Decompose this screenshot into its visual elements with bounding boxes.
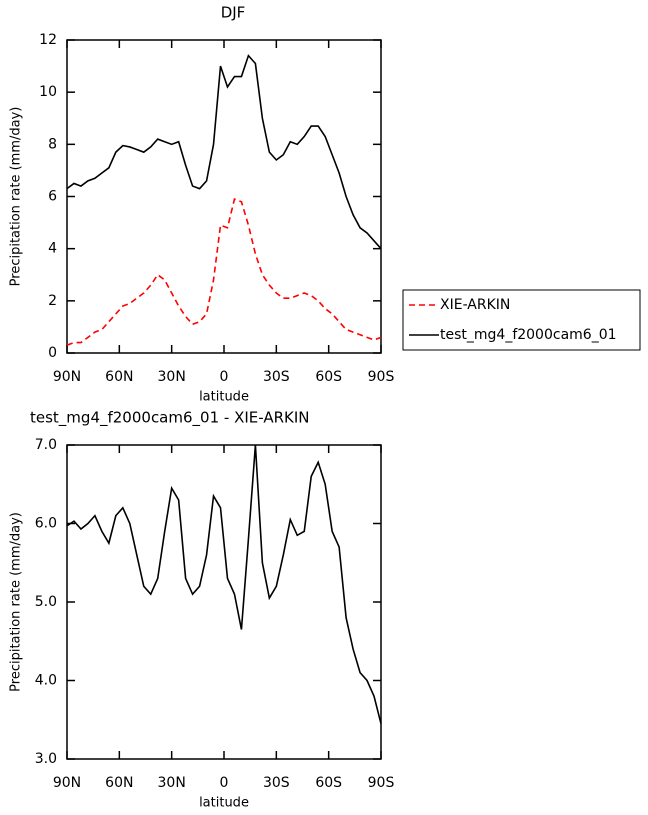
x-tick-label: 60N <box>105 369 133 385</box>
x-tick-label: 30N <box>158 369 186 385</box>
x-tick-label: 60S <box>315 775 342 791</box>
x-tick-label: 0 <box>220 775 229 791</box>
x-tick-label: 60S <box>315 369 342 385</box>
x-tick-label: 90N <box>53 775 81 791</box>
legend-box <box>402 289 641 351</box>
plot-frame <box>66 39 382 354</box>
x-axis-label: latitude <box>199 796 249 811</box>
legend-label: test_mg4_f2000cam6_01 <box>440 327 617 343</box>
data-line <box>66 444 382 724</box>
x-tick-label: 90N <box>53 369 81 385</box>
x-tick-label: 30S <box>263 369 290 385</box>
chart-title: test_mg4_f2000cam6_01 - XIE-ARKIN <box>30 409 310 428</box>
y-tick-label: 8 <box>48 136 57 152</box>
y-tick-label: 7.0 <box>35 437 57 453</box>
y-tick-label: 0 <box>48 345 57 361</box>
y-tick-label: 3.0 <box>35 751 57 767</box>
x-tick-label: 30N <box>158 775 186 791</box>
y-tick-label: 12 <box>39 32 57 48</box>
y-axis-label: Precipitation rate (mm/day) <box>9 107 24 287</box>
y-tick-label: 5.0 <box>35 594 57 610</box>
y-tick-label: 10 <box>39 84 57 100</box>
data-line <box>66 198 382 346</box>
x-tick-label: 0 <box>220 369 229 385</box>
y-tick-label: 2 <box>48 293 57 309</box>
y-tick-label: 4.0 <box>35 673 57 689</box>
x-tick-label: 90S <box>368 369 395 385</box>
chart-title: DJF <box>221 4 246 22</box>
x-tick-label: 90S <box>368 775 395 791</box>
y-axis-label: Precipitation rate (mm/day) <box>9 512 24 692</box>
plot-frame <box>66 444 382 760</box>
x-tick-label: 30S <box>263 775 290 791</box>
y-tick-label: 6 <box>48 189 57 205</box>
y-tick-label: 4 <box>48 241 57 257</box>
legend-label: XIE-ARKIN <box>440 297 510 313</box>
x-axis-label: latitude <box>199 390 249 405</box>
y-tick-label: 6.0 <box>35 516 57 532</box>
x-tick-label: 60N <box>105 775 133 791</box>
data-line <box>66 54 382 250</box>
